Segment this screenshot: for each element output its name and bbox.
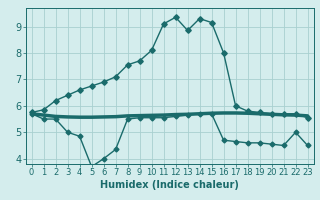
X-axis label: Humidex (Indice chaleur): Humidex (Indice chaleur) [100,180,239,190]
